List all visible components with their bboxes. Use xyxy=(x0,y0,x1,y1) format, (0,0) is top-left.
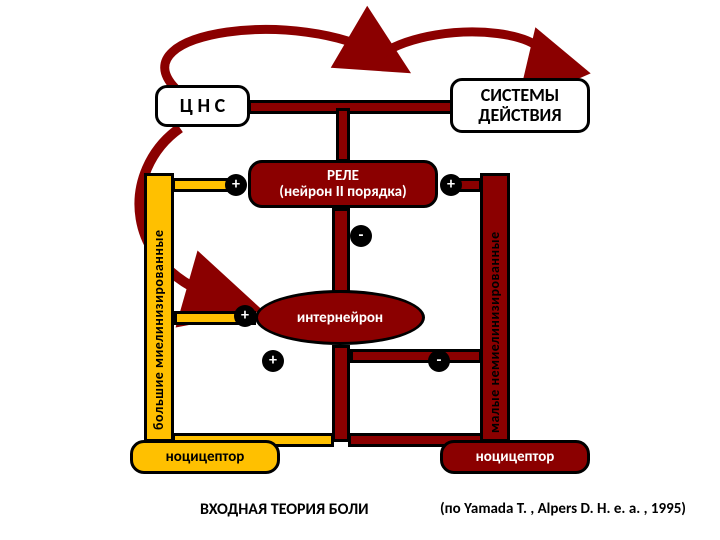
nociceptor-right-label: ноцицептор xyxy=(476,448,555,466)
cns-label: Ц Н С xyxy=(180,94,225,118)
relay-l1: РЕЛЕ xyxy=(279,168,406,185)
systems-l2: ДЕЙСТВИЯ xyxy=(478,106,561,126)
systems-l1: СИСТЕМЫ xyxy=(478,86,561,106)
interneuron-down xyxy=(332,345,350,442)
nociceptor-left-label: ноцицептор xyxy=(166,448,245,466)
relay-to-interneuron xyxy=(332,208,350,293)
relay-box: РЕЛЕ (нейрон II порядка) xyxy=(248,160,438,208)
interneuron-label: интернейрон xyxy=(297,309,383,327)
caption-left: ВХОДНАЯ ТЕОРИЯ БОЛИ xyxy=(200,500,369,519)
systems-box: СИСТЕМЫ ДЕЙСТВИЯ xyxy=(450,78,590,133)
plus-icon: + xyxy=(440,174,462,196)
plus-icon: + xyxy=(234,305,256,327)
interneuron: интернейрон xyxy=(255,290,425,345)
right-fiber-label: малые немиелинизированные xyxy=(486,208,503,433)
top-drop xyxy=(336,108,350,162)
relay-l2: (нейрон II порядка) xyxy=(279,184,406,201)
caption-right: (по Yamada T. , Alpers D. H. e. a. , 199… xyxy=(440,500,686,518)
interneuron-to-right xyxy=(350,349,482,363)
nociceptor-left: ноцицептор xyxy=(130,440,280,474)
top-connector xyxy=(248,100,453,114)
minus-icon: - xyxy=(428,350,450,372)
minus-icon: - xyxy=(350,225,372,247)
left-branch-relay xyxy=(172,178,232,192)
plus-icon: + xyxy=(225,174,247,196)
cns-box: Ц Н С xyxy=(155,85,250,127)
plus-icon: + xyxy=(262,350,284,372)
feedback-arcs xyxy=(0,0,720,540)
left-fiber-label: большие миелинизированные xyxy=(150,210,167,430)
nociceptor-right: ноцицептор xyxy=(440,440,590,474)
